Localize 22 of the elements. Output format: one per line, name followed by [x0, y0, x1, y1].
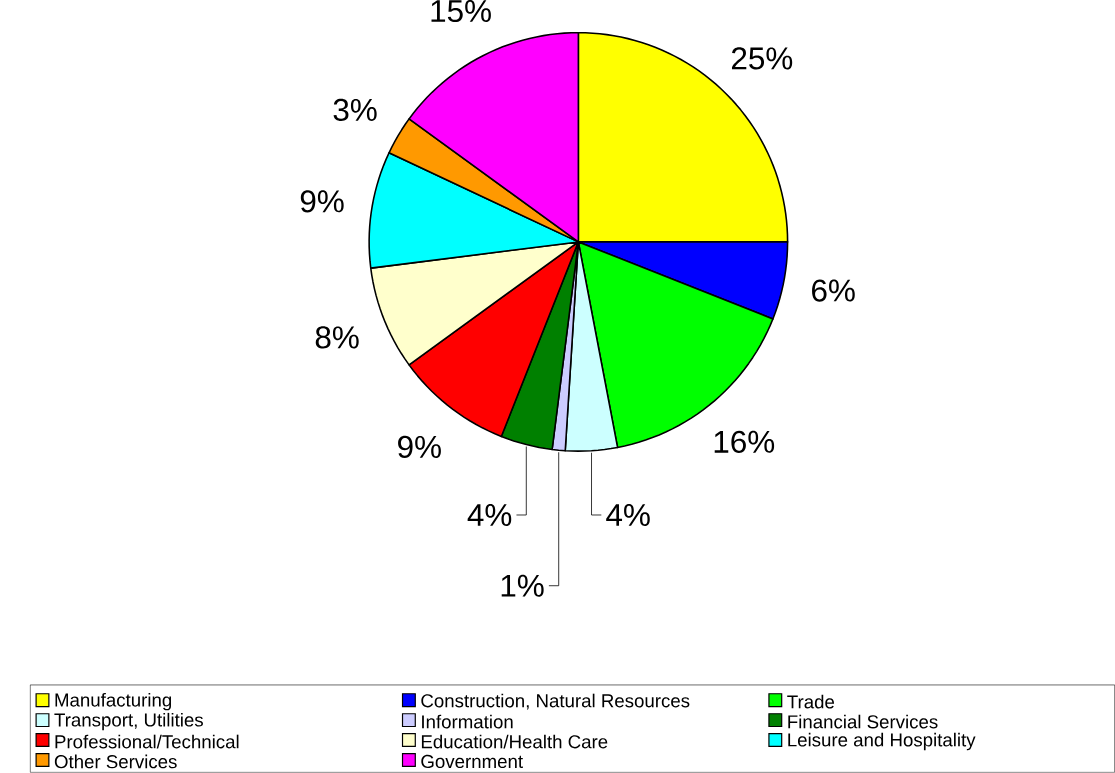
legend-label: Construction, Natural Resources: [421, 693, 690, 710]
data-label: 3%: [333, 98, 377, 122]
legend-label: Transport, Utilities: [54, 713, 203, 731]
data-label: 1%: [501, 574, 544, 597]
data-label: 25%: [731, 47, 793, 70]
legend-label: Leisure and Hospitality: [788, 733, 976, 751]
legend-label: Financial Services: [788, 714, 938, 729]
legend-label: Education/Health Care: [421, 734, 608, 749]
data-label: 9%: [300, 190, 344, 213]
data-label: 8%: [315, 326, 359, 349]
data-label: 15%: [431, 0, 491, 23]
data-label: 4%: [606, 504, 650, 527]
data-label: 16%: [714, 430, 775, 454]
legend-label: Government: [421, 755, 523, 769]
data-label: 9%: [398, 435, 441, 459]
legend-label: Trade: [787, 694, 835, 709]
legend-label: Information: [422, 714, 513, 729]
legend-label: Other Services: [54, 754, 177, 769]
data-label: 6%: [812, 279, 855, 302]
legend-label: Professional/Technical: [55, 734, 239, 749]
legend-label: Manufacturing: [55, 693, 172, 711]
data-label: 4%: [467, 504, 512, 527]
